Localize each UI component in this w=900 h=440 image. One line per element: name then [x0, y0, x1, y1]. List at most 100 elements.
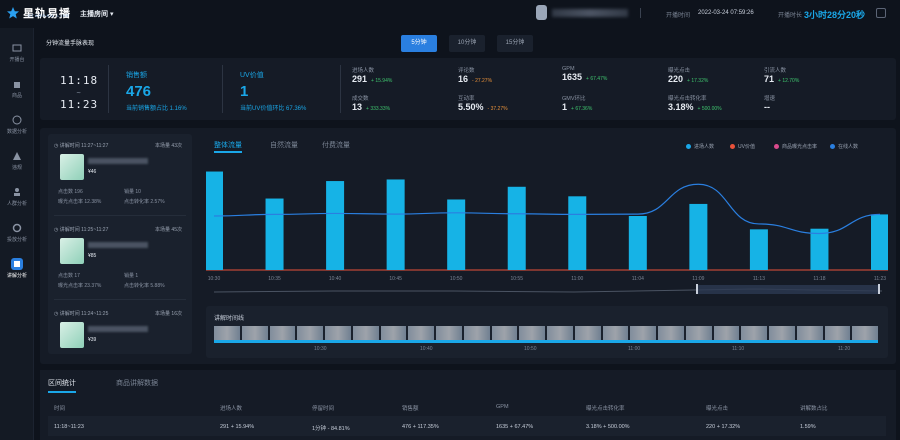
bar-11:23	[871, 214, 888, 270]
metric-change: + 12.70%	[778, 78, 800, 84]
product-thumbnail	[60, 238, 84, 264]
card-stat: 点击转化率 5.88%	[124, 283, 165, 289]
table-header-cell: 讲解数占比	[800, 406, 828, 412]
explain-card[interactable]: ◷ 讲解时间 11:24~11:25 本场量 16次 ¥39	[54, 306, 186, 354]
tab-goods-explain[interactable]: 商品讲解数据	[116, 380, 158, 387]
sidebar-item-audience[interactable]: 人群分析	[0, 186, 34, 216]
metric-9: 增速 --	[764, 94, 775, 112]
range-10min-button[interactable]: 10分钟	[449, 35, 485, 52]
product-price: ¥39	[88, 337, 97, 343]
legend-item[interactable]: 商品曝光点击率	[774, 143, 817, 150]
tab-indicator	[214, 151, 242, 153]
timeline-scrubber[interactable]	[214, 284, 882, 294]
metric-label: GMV环比	[562, 96, 586, 102]
duration-label: 开播时长	[778, 13, 803, 19]
bar-11:18	[810, 228, 829, 270]
legend-item[interactable]: 在线人数	[830, 143, 858, 150]
brand-logo[interactable]: 星轨易播	[6, 5, 71, 21]
metric-2: 评论数 16- 27.27%	[458, 66, 492, 84]
sales-sub: 当前销售额占比 1.16%	[126, 106, 187, 112]
product-name-blurred	[88, 242, 148, 248]
sidebar-item-explain[interactable]: 讲解分析	[0, 258, 34, 288]
metric-value: 16	[458, 74, 469, 84]
sidebar-item-goods[interactable]: 商品	[0, 78, 34, 108]
range-5min-button[interactable]: 5分钟	[401, 35, 437, 52]
fullscreen-icon[interactable]	[876, 8, 886, 18]
metric-8: 引流人数 71 + 12.70%	[764, 66, 799, 84]
card-header: ◷ 讲解时间 11:25~11:27 本场量 45次	[54, 226, 186, 233]
uv-kpi: UV价值 1 当前UV价值环比 67.36%	[240, 70, 306, 112]
metric-label: 引流人数	[764, 68, 787, 74]
card-count: 本场量 43次	[155, 143, 182, 149]
table-header-cell: 时间	[54, 406, 66, 412]
uv-value: 1	[240, 83, 249, 100]
card-stat: 点击数 17	[58, 273, 80, 279]
tab-interval-stats[interactable]: 区间统计	[48, 378, 76, 393]
legend-swatch	[830, 144, 835, 149]
metric-value: --	[764, 102, 770, 112]
legend-swatch	[774, 144, 779, 149]
interval-tilde: ~	[76, 89, 82, 97]
table-header-cell: 进场人数	[220, 406, 243, 412]
metric-value: 71	[764, 74, 775, 84]
user-icon	[14, 188, 20, 196]
sidebar-item-console[interactable]: 开播台	[0, 42, 34, 72]
metric-change: + 15.94%	[371, 78, 393, 84]
kpi-panel	[40, 58, 896, 120]
card-time: 讲解时间 11:25~11:27	[59, 227, 109, 233]
legend-item[interactable]: 进场人数	[686, 143, 714, 150]
metric-change: + 67.36%	[571, 106, 593, 112]
x-tick-label: 11:13	[753, 276, 765, 282]
sidebar-item-data[interactable]: 数据分析	[0, 114, 34, 144]
tab-natural-traffic[interactable]: 自然流量	[270, 142, 298, 149]
table-cell: 3.18% + 500.00%	[586, 424, 630, 430]
interval-start: 11:18	[60, 74, 99, 87]
sidebar-item-violation[interactable]: 违规	[0, 150, 34, 180]
avatar[interactable]	[536, 5, 547, 20]
clip-tick: 11:00	[628, 346, 641, 352]
room-label: 主播房间	[80, 11, 108, 18]
star-logo-icon	[7, 7, 19, 19]
table-cell: 1分钟 - 84.81%	[312, 426, 350, 432]
bar-11:09	[689, 203, 708, 270]
traffic-chart: 10:30 10:35 10:40 10:45 10:50 10:55 11:00 11:04…	[206, 171, 888, 282]
brand-name: 星轨易播	[23, 8, 71, 20]
sidebar-item-label: 违规	[11, 165, 22, 171]
range-15min-button[interactable]: 15分钟	[497, 35, 533, 52]
explain-cards: ◷ 讲解时间 11:27~11:27 本场量 43次 ¥46 点击数 196 销量 10…	[48, 134, 192, 354]
metric-change: + 17.32%	[687, 78, 709, 84]
clip-timeline-label: 讲解时间线	[214, 316, 245, 322]
card-count: 本场量 45次	[155, 227, 182, 233]
metric-label: 互动率	[458, 96, 475, 102]
tab-overall-traffic[interactable]: 整体流量	[214, 142, 242, 149]
room-selector[interactable]: 主播房间 ▾	[80, 9, 113, 19]
sidebar-item-ads[interactable]: 投放分析	[0, 222, 34, 252]
sidebar: 开播台 商品 数据分析 违规 人群分析 投放分析 讲解分析	[0, 28, 34, 440]
tab-paid-traffic[interactable]: 付费流量	[322, 142, 350, 149]
legend-item[interactable]: UV价值	[730, 143, 755, 150]
divider	[222, 65, 223, 113]
bar-11:04	[628, 216, 647, 270]
sidebar-item-label: 讲解分析	[6, 273, 27, 279]
clip-timeline: 讲解时间线 10:30 10:40 10:50 11:00 11:10 11:2…	[206, 306, 888, 358]
interval-end: 11:23	[60, 98, 99, 111]
bar-10:45	[386, 179, 405, 270]
metric-label: 曝光点击	[668, 68, 691, 74]
x-tick-label: 11:18	[813, 276, 825, 282]
table-cell: 1635 + 67.47%	[496, 424, 534, 430]
bar-10:50	[447, 199, 466, 270]
sidebar-item-label: 开播台	[9, 57, 25, 63]
explain-card[interactable]: ◷ 讲解时间 11:27~11:27 本场量 43次 ¥46 点击数 196 销量 10…	[54, 138, 186, 216]
x-tick-label: 11:09	[692, 276, 704, 282]
card-header: ◷ 讲解时间 11:27~11:27 本场量 43次	[54, 142, 186, 149]
explain-card[interactable]: ◷ 讲解时间 11:25~11:27 本场量 45次 ¥85 点击数 17 销量 1 曝光…	[54, 222, 186, 300]
clip-track[interactable]	[214, 326, 878, 340]
x-tick-label: 10:45	[389, 276, 402, 282]
metric-value: 5.50%	[458, 102, 484, 112]
table-cell: 220 + 17.32%	[706, 424, 741, 430]
table-header-cell: 停留时间	[312, 406, 335, 412]
metric-change: - 37.27%	[487, 106, 508, 112]
uv-label: UV价值	[240, 72, 264, 79]
stats-table: 区间统计 商品讲解数据 时间 进场人数 停留时间 销售额 GPM 曝光点击转化率 曝光点击 讲…	[40, 370, 896, 440]
metric-3: 互动率 5.50% - 37.27%	[458, 94, 508, 112]
